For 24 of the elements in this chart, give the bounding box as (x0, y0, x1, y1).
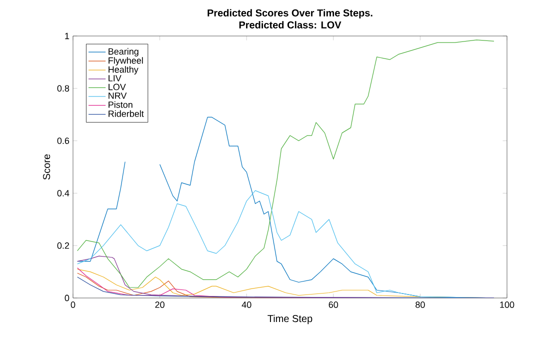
x-tick-label: 0 (70, 302, 76, 308)
y-tick-label: 0.2 (57, 242, 70, 249)
chart-subtitle: Predicted Class: LOV (239, 21, 342, 28)
y-axis-title: Score (43, 154, 50, 180)
legend-label: Riderbelt (108, 110, 144, 117)
x-tick-label: 20 (155, 302, 164, 308)
x-axis-title: Time Step (268, 314, 312, 324)
y-tick-label: 0.6 (57, 138, 70, 144)
y-tick-label: 0.4 (57, 190, 70, 196)
x-tick-label: 40 (242, 302, 252, 308)
chart-title: Predicted Scores Over Time Steps. (208, 9, 372, 18)
legend-label: NRV (108, 92, 127, 99)
y-tick-label: 1 (65, 32, 70, 40)
x-tick-label: 60 (328, 302, 338, 308)
legend-label: Flywheel (108, 57, 143, 66)
y-tick-label: 0.8 (57, 85, 70, 92)
legend-label: Bearing (108, 48, 138, 56)
legend-label: Healthy (108, 66, 138, 74)
legend-label: LIV (108, 75, 122, 82)
legend-label: Piston (108, 101, 132, 108)
x-tick-label: 80 (416, 302, 425, 308)
legend-label: LOV (108, 84, 126, 90)
y-tick-label: 0 (64, 294, 70, 302)
x-tick-label: 100 (500, 302, 514, 308)
